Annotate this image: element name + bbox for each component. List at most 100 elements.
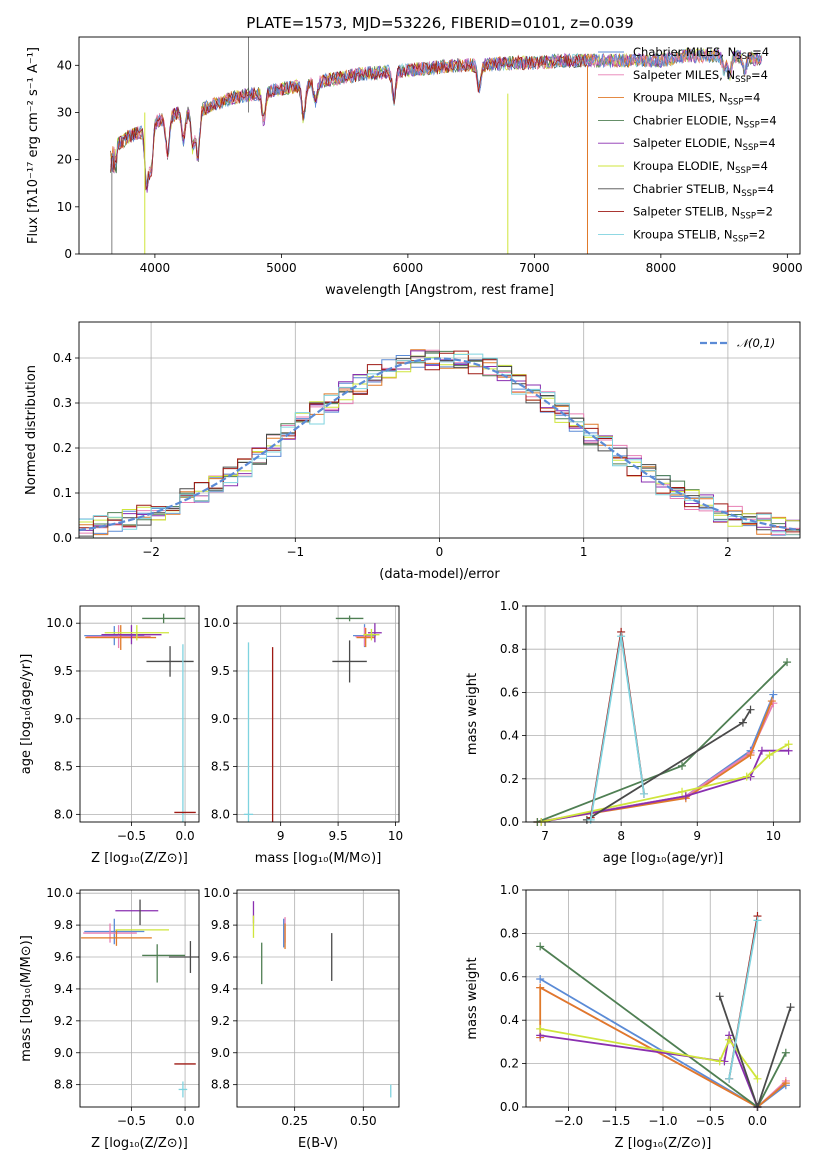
x-tick-label: 0.0 — [176, 1114, 195, 1128]
y-tick-label: 0.8 — [500, 642, 519, 656]
y-tick-label: 0.0 — [500, 1100, 519, 1114]
x-tick-label: 4000 — [140, 261, 171, 275]
x-tick-label: 6000 — [393, 261, 424, 275]
y-tick-label: 10.0 — [203, 616, 230, 630]
mass-vs-EBV-panel: 0.25 0.50 8.8 9.0 9.2 9.4 9.6 9.8 10.0 E(B-V) — [203, 886, 400, 1151]
weight-point-marker — [784, 740, 793, 749]
axes-frame — [236, 889, 400, 1108]
residuals-panel: −2 −1 0 1 2 0.0 0.1 0.2 0.3 0.4 (data-model)/error… — [24, 321, 801, 582]
x-tick-label: 7000 — [519, 261, 550, 275]
x-axis-label: E(B-V) — [298, 1136, 338, 1151]
weight-series-line — [718, 996, 792, 1107]
y-tick-label: 9.0 — [211, 1046, 230, 1060]
weight-series-line — [541, 749, 789, 822]
y-tick-label: 1.0 — [500, 883, 519, 897]
y-tick-label: 9.2 — [211, 1014, 230, 1028]
weight-series-line — [541, 743, 790, 822]
axes-frame — [236, 605, 400, 823]
weight-series-line — [589, 636, 645, 820]
weight-series-line — [539, 986, 787, 1107]
y-tick-label: 0.6 — [500, 970, 519, 984]
x-tick-label: −1 — [286, 545, 304, 559]
y-tick-label: 9.8 — [211, 918, 230, 932]
y-tick-label: 9.4 — [54, 982, 73, 996]
weight-point-marker — [586, 815, 595, 824]
y-tick-label: 40 — [57, 58, 72, 72]
y-tick-label: 0.4 — [500, 1013, 519, 1027]
x-tick-label: 0.0 — [176, 829, 195, 843]
weight-point-marker — [757, 746, 766, 755]
x-tick-label: 0 — [436, 545, 444, 559]
y-axis-label: Flux [fλ10⁻¹⁷ erg cm⁻² s⁻¹ A⁻¹] — [26, 47, 41, 244]
legend-label: Salpeter STELIB, NSSP=2 — [633, 205, 773, 222]
weight-series-line — [540, 1028, 759, 1080]
x-tick-label: 9.5 — [329, 829, 348, 843]
weight-point-marker — [783, 658, 792, 667]
x-tick-label: 9 — [277, 829, 285, 843]
y-tick-label: 0.8 — [500, 926, 519, 940]
axes-frame — [79, 889, 200, 1108]
weight-point-marker — [753, 1074, 762, 1083]
weight-point-marker — [715, 1057, 724, 1066]
spectrum-series-line — [110, 53, 587, 190]
y-tick-label: 0.2 — [500, 1057, 519, 1071]
mass-vs-Z-panel: −0.5 0.0 8.8 9.0 9.2 9.4 9.6 9.8 10.0 Z [log₁₀(Z/… — [19, 886, 200, 1151]
weight-point-marker — [746, 705, 755, 714]
weight-point-marker — [536, 983, 545, 992]
y-tick-label: 8.0 — [54, 807, 73, 821]
y-tick-label: 20 — [57, 153, 72, 167]
weight-point-marker — [725, 1035, 734, 1044]
axes-frame — [78, 321, 801, 539]
weight-point-marker — [678, 787, 687, 796]
reference-curve — [78, 357, 801, 532]
legend-label: Chabrier MILES, NSSP=4 — [633, 45, 769, 62]
legend-label: Salpeter ELODIE, NSSP=4 — [633, 136, 776, 153]
y-tick-label: 8.5 — [211, 760, 230, 774]
spectrum-series-line — [110, 49, 763, 188]
y-tick-label: 0.0 — [500, 815, 519, 829]
y-tick-label: 10 — [57, 200, 72, 214]
weight-point-marker — [767, 697, 776, 706]
axes-frame — [78, 36, 801, 255]
x-tick-label: −0.5 — [117, 829, 146, 843]
weight-point-marker — [753, 916, 762, 925]
x-tick-label: 7 — [541, 829, 549, 843]
weight-point-marker — [742, 772, 751, 781]
weight-series-line — [537, 661, 788, 822]
weight-point-marker — [536, 942, 545, 951]
x-tick-label: 9 — [693, 829, 701, 843]
x-tick-label: 2 — [724, 545, 732, 559]
x-tick-label: 1 — [580, 545, 588, 559]
y-tick-label: 9.4 — [211, 982, 230, 996]
x-axis-label: mass [log₁₀(M/M⊙)] — [255, 851, 382, 866]
x-tick-label: 10 — [388, 829, 403, 843]
y-tick-label: 10.0 — [203, 886, 230, 900]
figure-title: PLATE=1573, MJD=53226, FIBERID=0101, z=0… — [246, 14, 633, 32]
axes-frame — [79, 605, 200, 823]
x-tick-label: 9000 — [772, 261, 803, 275]
spectrum-series-line — [110, 47, 763, 189]
y-axis-label: mass weight — [465, 673, 480, 755]
legend-label: Chabrier STELIB, NSSP=4 — [633, 182, 774, 199]
x-tick-label: 10 — [766, 829, 781, 843]
y-tick-label: 30 — [57, 105, 72, 119]
weight-series-line — [728, 920, 759, 1079]
x-axis-label: (data-model)/error — [379, 567, 500, 582]
spectrum-panel: 4000 5000 6000 7000 8000 9000 0 10 20 30 40 wavelen… — [26, 36, 803, 298]
legend-label: Kroupa ELODIE, NSSP=4 — [633, 159, 768, 176]
y-axis-label: mass [log₁₀(M/M⊙)] — [19, 935, 34, 1062]
y-tick-label: 9.0 — [54, 1046, 73, 1060]
x-tick-label: 8000 — [646, 261, 677, 275]
weight-point-marker — [617, 632, 626, 641]
x-axis-label: Z [log₁₀(Z/Z⊙)] — [91, 1136, 188, 1151]
axes-frame — [525, 605, 801, 823]
weight-point-marker — [536, 974, 545, 983]
x-tick-label: −2.0 — [554, 1114, 583, 1128]
x-tick-label: 0.25 — [281, 1114, 308, 1128]
weight-point-marker — [681, 792, 690, 801]
x-tick-label: 0.50 — [350, 1114, 377, 1128]
legend-label: Chabrier ELODIE, NSSP=4 — [633, 113, 777, 130]
mass-weight-vs-Z-panel: −2.0 −1.5 −1.0 −0.5 0.0 0.0 0.2 0.4 0.6 0.8 1.0 Z [… — [465, 883, 801, 1151]
axes-frame — [525, 889, 801, 1108]
weight-point-marker — [639, 789, 648, 798]
